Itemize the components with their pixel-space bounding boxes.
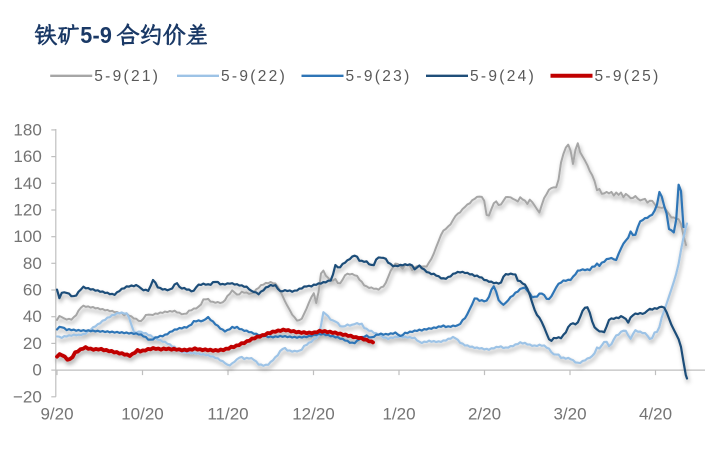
svg-text:140: 140 — [13, 174, 41, 193]
svg-text:5-9(22): 5-9(22) — [221, 68, 287, 85]
svg-text:5-9(24): 5-9(24) — [470, 68, 536, 85]
svg-text:12/20: 12/20 — [292, 405, 335, 424]
svg-text:100: 100 — [13, 227, 41, 246]
svg-text:5-9(25): 5-9(25) — [595, 68, 661, 85]
svg-text:0: 0 — [32, 361, 41, 380]
svg-text:2/20: 2/20 — [468, 405, 501, 424]
svg-text:1/20: 1/20 — [382, 405, 415, 424]
svg-text:11/20: 11/20 — [207, 405, 248, 424]
svg-text:120: 120 — [13, 201, 41, 220]
svg-text:180: 180 — [13, 120, 41, 139]
svg-text:80: 80 — [23, 254, 42, 273]
svg-text:9/20: 9/20 — [40, 405, 73, 424]
svg-text:5-9: 5-9 — [80, 22, 112, 48]
svg-text:10/20: 10/20 — [121, 405, 164, 424]
svg-text:60: 60 — [23, 281, 42, 300]
svg-text:20: 20 — [23, 334, 42, 353]
svg-text:−20: −20 — [13, 387, 42, 406]
svg-text:5-9(21): 5-9(21) — [94, 68, 160, 85]
svg-text:4/20: 4/20 — [639, 405, 672, 424]
svg-text:5-9(23): 5-9(23) — [346, 68, 412, 85]
svg-text:160: 160 — [13, 147, 41, 166]
svg-text:3/20: 3/20 — [553, 405, 586, 424]
svg-text:40: 40 — [23, 307, 42, 326]
